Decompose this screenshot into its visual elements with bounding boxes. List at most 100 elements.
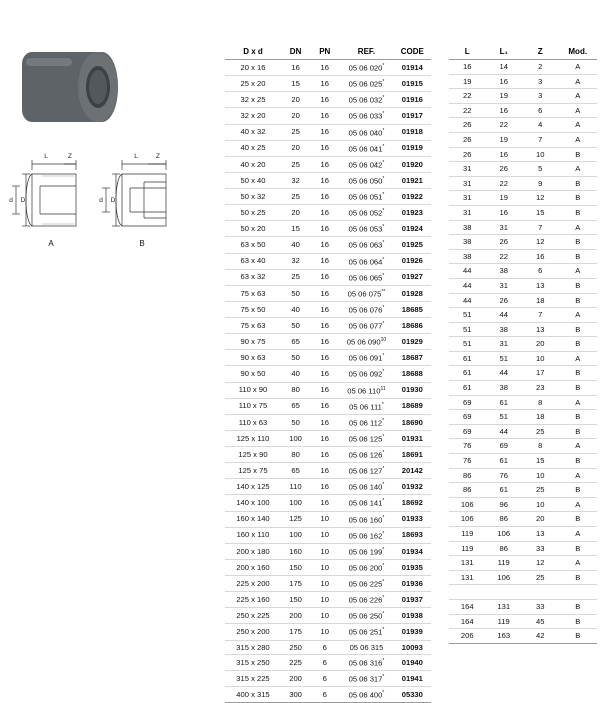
cell-mod: B	[575, 631, 581, 641]
cell-code: 01929	[401, 336, 423, 346]
cell-ref: 05 06 199*	[348, 546, 385, 557]
table-row: 31 26 5 A	[449, 162, 597, 177]
cell-code: 18688	[401, 369, 423, 379]
th-mod: Mod.	[558, 45, 597, 60]
cell-ref: 05 06 077*	[348, 321, 385, 331]
cell-pn: 10	[320, 562, 329, 572]
cell-mod	[558, 585, 597, 600]
table-row: 119 106 13 A	[449, 527, 597, 542]
cell-mod: A	[575, 529, 581, 538]
table-row: 22 19 3 A	[449, 89, 597, 104]
table-row: 61 51 10 A	[449, 351, 597, 366]
cell-dxd: 140 x 100	[236, 498, 270, 508]
cell-mod: B	[575, 426, 581, 436]
cell-dn: 65	[291, 465, 300, 475]
cell-l1: 44	[499, 368, 508, 378]
cell-ref: 05 06 160*	[348, 514, 385, 525]
cell-l: 86	[463, 485, 472, 495]
table-head-left: D x d DN PN REF. CODE	[225, 45, 431, 60]
cell-code: 01931	[401, 433, 423, 443]
cell-l: 131	[460, 572, 474, 582]
table-row: 86 76 10 A	[449, 468, 597, 483]
cell-dn: 32	[291, 256, 300, 266]
cell-dxd: 75 x 50	[240, 304, 266, 314]
cell-l: 86	[463, 470, 472, 480]
cell-l: 61	[463, 383, 472, 393]
table-row: 50 x 25 20 16 05 06 052* 01923	[225, 205, 431, 221]
table-row: 44 38 6 A	[449, 264, 597, 279]
cell-l1: 61	[499, 456, 508, 466]
cell-dxd: 32 x 25	[240, 95, 266, 105]
cell-pn: 16	[320, 417, 329, 427]
cell-z: 7	[538, 134, 543, 144]
cell-ref: 05 06 316*	[348, 658, 385, 668]
cell-pn: 16	[320, 482, 329, 492]
cell-l1: 76	[499, 470, 508, 480]
cell-ref: 05 06 400*	[348, 690, 385, 700]
cell-mod: A	[575, 470, 581, 480]
cell-dn: 80	[291, 449, 300, 459]
cell-dn: 15	[291, 78, 300, 88]
specification-tables: D x d DN PN REF. CODE 20 x 16 16 16 05 06 0…	[225, 45, 597, 703]
cell-l1: 106	[497, 572, 511, 582]
cell-pn: 16	[320, 336, 329, 346]
cell-mod: A	[575, 134, 581, 144]
table-row: 200 x 180 160 10 05 06 199* 01934	[225, 543, 431, 560]
cell-pn: 16	[320, 465, 329, 475]
table-row: 206 163 42 B	[449, 629, 597, 644]
table-row: 250 x 225 200 10 05 06 250* 01938	[225, 608, 431, 624]
table-row: 69 44 25 B	[449, 424, 597, 439]
cell-z: 6	[538, 266, 543, 276]
table-row: 225 x 160 150 10 05 06 226* 01937	[225, 592, 431, 608]
cell-code: 20142	[401, 465, 423, 475]
cell-z: 5	[538, 164, 543, 174]
cell-dn: 40	[291, 240, 300, 250]
cell-z	[522, 585, 558, 600]
cell-dxd: 75 x 63	[240, 288, 266, 298]
cell-code: 01914	[401, 62, 423, 72]
cell-code: 01930	[401, 385, 423, 395]
cell-code: 01934	[401, 546, 423, 556]
table-row: 250 x 200 175 10 05 06 251* 01939	[225, 624, 431, 640]
table-row: 31 19 12 B	[449, 191, 597, 206]
cell-mod: A	[575, 222, 581, 232]
table-head-right: L L₁ Z Mod.	[449, 45, 597, 60]
table-row: 61 38 23 B	[449, 381, 597, 396]
cell-z: 10	[535, 499, 545, 509]
cell-dxd: 200 x 160	[236, 562, 270, 572]
cell-z: 7	[538, 222, 543, 232]
cell-mod: A	[575, 499, 581, 509]
cell-mod: B	[575, 178, 581, 188]
cell-code: 01927	[401, 272, 423, 282]
cell-dn: 16	[291, 62, 300, 72]
cell-l1: 131	[497, 601, 511, 611]
cell-dxd: 110 x 90	[238, 385, 268, 395]
cell-z: 9	[538, 178, 543, 188]
table-body-left: 20 x 16 16 16 05 06 020* 01914 25 x 20 15 16 05 …	[225, 60, 431, 703]
cell-dxd: 90 x 50	[240, 369, 266, 379]
cell-z: 6	[538, 105, 543, 115]
dim-label-Z-b: Z	[156, 153, 160, 160]
cell-mod: B	[575, 412, 581, 422]
cell-pn: 16	[320, 369, 329, 379]
cell-ref: 05 06 075**	[347, 288, 386, 299]
table-row: 200 x 160 150 10 05 06 200* 01935	[225, 559, 431, 576]
cell-code: 05330	[401, 690, 423, 700]
cell-ref: 05 06 020*	[348, 63, 385, 73]
cell-dn: 50	[291, 320, 300, 330]
cell-dn: 20	[291, 95, 300, 105]
table-row: 50 x 32 25 16 05 06 051* 01922	[225, 189, 431, 205]
cell-code: 18690	[401, 417, 423, 427]
cell-code: 01926	[401, 256, 423, 266]
cell-l: 76	[463, 456, 472, 466]
cell-code: 01932	[401, 482, 423, 492]
cell-code: 01922	[401, 191, 423, 201]
table-row: 32 x 25 20 16 05 06 032* 01916	[225, 92, 431, 108]
cell-pn: 16	[320, 127, 329, 137]
cell-ref: 05 06 225*	[348, 579, 385, 589]
th-code: CODE	[393, 45, 431, 60]
cell-mod: A	[575, 266, 581, 276]
cell-dxd: 160 x 110	[236, 530, 270, 540]
cell-ref: 05 06 250*	[348, 611, 385, 621]
cell-ref: 05 06 091*	[348, 353, 385, 363]
